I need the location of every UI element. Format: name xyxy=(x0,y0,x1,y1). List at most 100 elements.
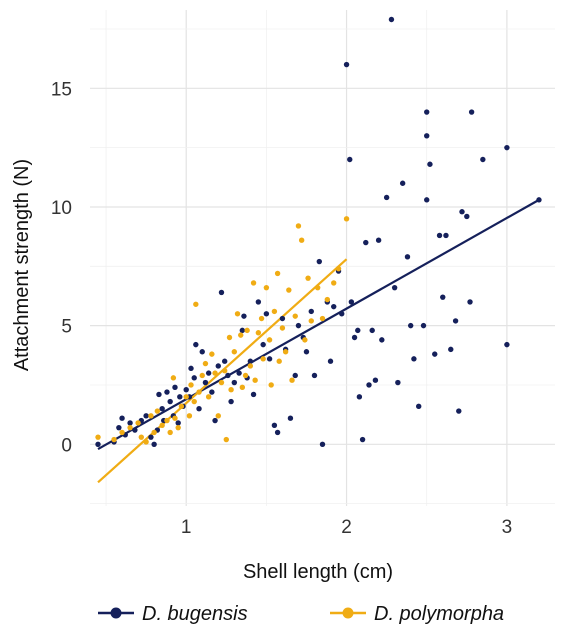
data-point xyxy=(343,216,350,222)
data-point xyxy=(316,258,322,265)
data-point xyxy=(231,349,238,355)
data-point xyxy=(156,391,162,398)
data-point xyxy=(172,384,178,391)
data-point xyxy=(459,209,465,215)
data-point xyxy=(372,377,379,383)
data-point xyxy=(242,372,249,379)
data-point xyxy=(151,441,157,447)
data-point xyxy=(138,434,145,440)
data-point xyxy=(159,422,165,429)
data-point xyxy=(119,429,125,436)
data-point xyxy=(319,315,326,322)
data-point xyxy=(247,363,254,369)
data-point xyxy=(480,156,486,163)
data-point xyxy=(202,379,209,386)
data-point xyxy=(212,370,218,376)
data-point xyxy=(164,417,170,424)
data-point xyxy=(391,284,398,291)
data-point xyxy=(268,382,274,388)
data-point xyxy=(159,405,165,412)
data-point xyxy=(193,341,199,348)
data-point xyxy=(440,294,446,300)
data-point xyxy=(143,439,149,445)
data-point xyxy=(298,237,305,243)
data-point xyxy=(132,427,138,433)
data-point xyxy=(355,327,361,334)
data-point xyxy=(424,197,430,203)
data-point xyxy=(236,370,242,376)
data-point xyxy=(348,299,355,305)
data-point xyxy=(228,398,234,405)
data-point xyxy=(303,349,310,355)
data-point xyxy=(404,254,411,260)
data-point xyxy=(324,296,331,303)
data-point xyxy=(244,327,250,334)
data-point xyxy=(209,351,215,357)
data-point xyxy=(238,332,244,338)
data-point xyxy=(218,379,225,386)
y-tick-label: 15 xyxy=(51,79,72,100)
data-point xyxy=(148,413,154,419)
data-point xyxy=(258,315,265,322)
data-point xyxy=(178,403,185,410)
data-point xyxy=(335,265,342,272)
data-point xyxy=(424,109,430,115)
x-tick-label: 1 xyxy=(181,517,192,538)
data-point xyxy=(234,311,241,317)
data-point xyxy=(407,322,414,329)
data-point xyxy=(255,299,262,305)
data-point xyxy=(135,420,141,426)
data-point xyxy=(456,408,462,414)
data-point xyxy=(279,315,286,322)
data-point xyxy=(467,299,473,305)
data-point xyxy=(468,109,475,115)
data-point xyxy=(221,358,228,364)
x-tick-label: 2 xyxy=(341,517,352,538)
data-point xyxy=(319,441,326,447)
data-point xyxy=(279,325,286,331)
data-point xyxy=(399,180,406,186)
tick-labels: 1 2 3 0 5 10 15 xyxy=(51,79,512,538)
data-point xyxy=(327,358,334,364)
data-point xyxy=(175,420,181,426)
data-point xyxy=(225,372,231,379)
data-point xyxy=(127,424,133,431)
data-point xyxy=(188,382,194,388)
data-point xyxy=(116,424,122,431)
data-point xyxy=(274,270,281,277)
data-point xyxy=(231,379,238,386)
data-point xyxy=(343,61,350,68)
data-point xyxy=(223,436,229,443)
data-point xyxy=(95,441,101,447)
data-point xyxy=(193,301,199,307)
data-point xyxy=(209,389,215,395)
data-point xyxy=(111,436,117,443)
data-point xyxy=(247,358,254,364)
data-point xyxy=(302,337,308,343)
data-point xyxy=(183,394,189,400)
data-point xyxy=(148,434,154,440)
data-point xyxy=(359,436,366,443)
data-point xyxy=(416,403,422,410)
data-point xyxy=(411,356,417,362)
data-point xyxy=(331,280,337,286)
data-point xyxy=(260,356,266,362)
data-point xyxy=(464,213,470,220)
data-point xyxy=(292,313,298,319)
data-point xyxy=(432,351,438,357)
data-point xyxy=(255,330,262,336)
data-point xyxy=(443,232,449,239)
data-point xyxy=(375,237,382,243)
data-point xyxy=(191,398,197,405)
data-point xyxy=(282,349,289,355)
data-point xyxy=(167,398,173,405)
data-point xyxy=(395,379,401,386)
fit-lines xyxy=(97,198,540,484)
data-point xyxy=(119,415,125,421)
data-point xyxy=(276,358,282,364)
data-point xyxy=(239,327,246,334)
fit-line xyxy=(97,198,540,451)
legend: D. bugensis D. polymorpha xyxy=(98,603,504,625)
data-point xyxy=(356,394,363,400)
data-point xyxy=(452,318,459,324)
